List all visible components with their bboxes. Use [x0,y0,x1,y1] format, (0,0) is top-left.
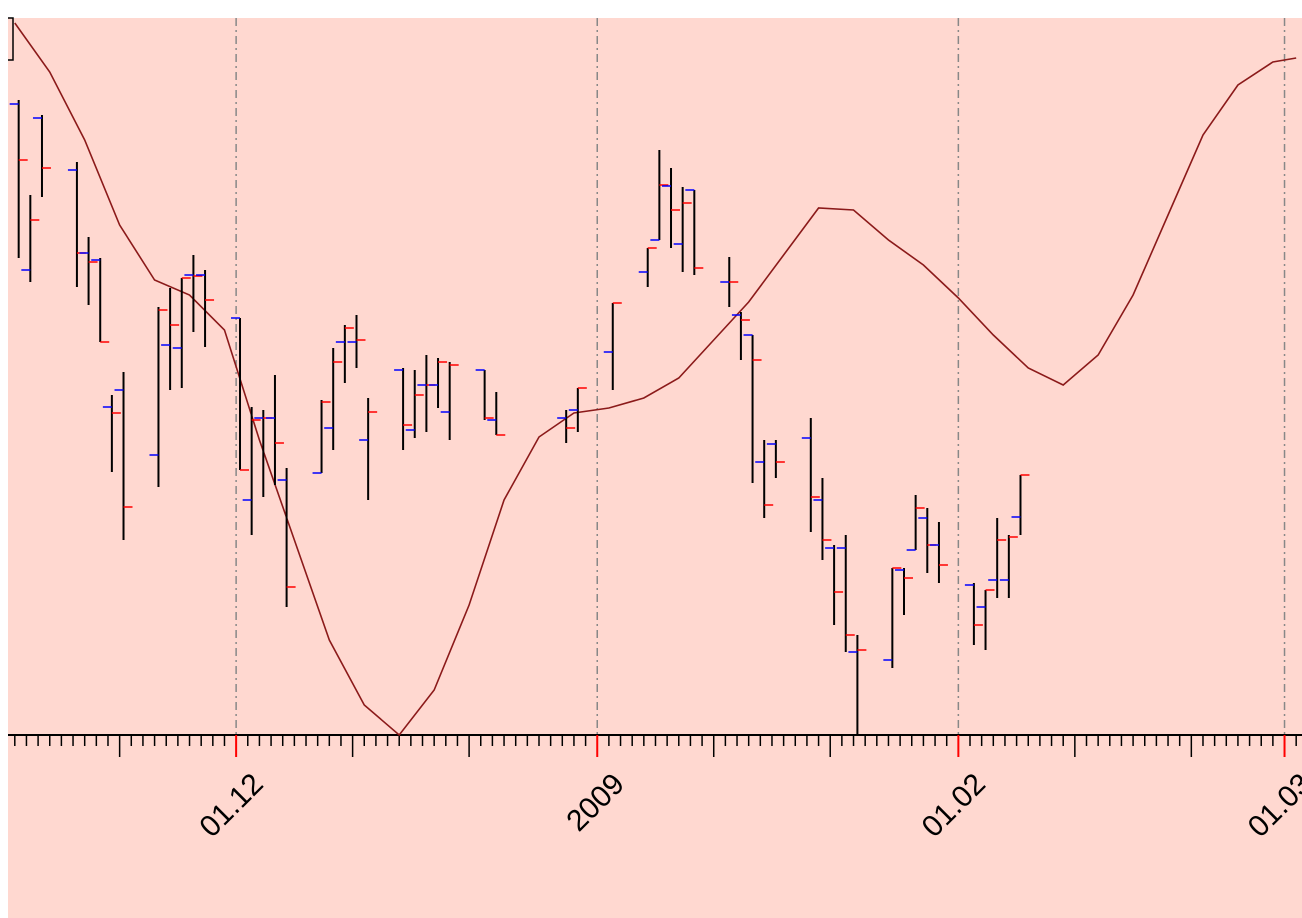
corner-mark [8,17,14,61]
plot-background [8,18,1302,918]
overlay-line [14,22,1297,737]
